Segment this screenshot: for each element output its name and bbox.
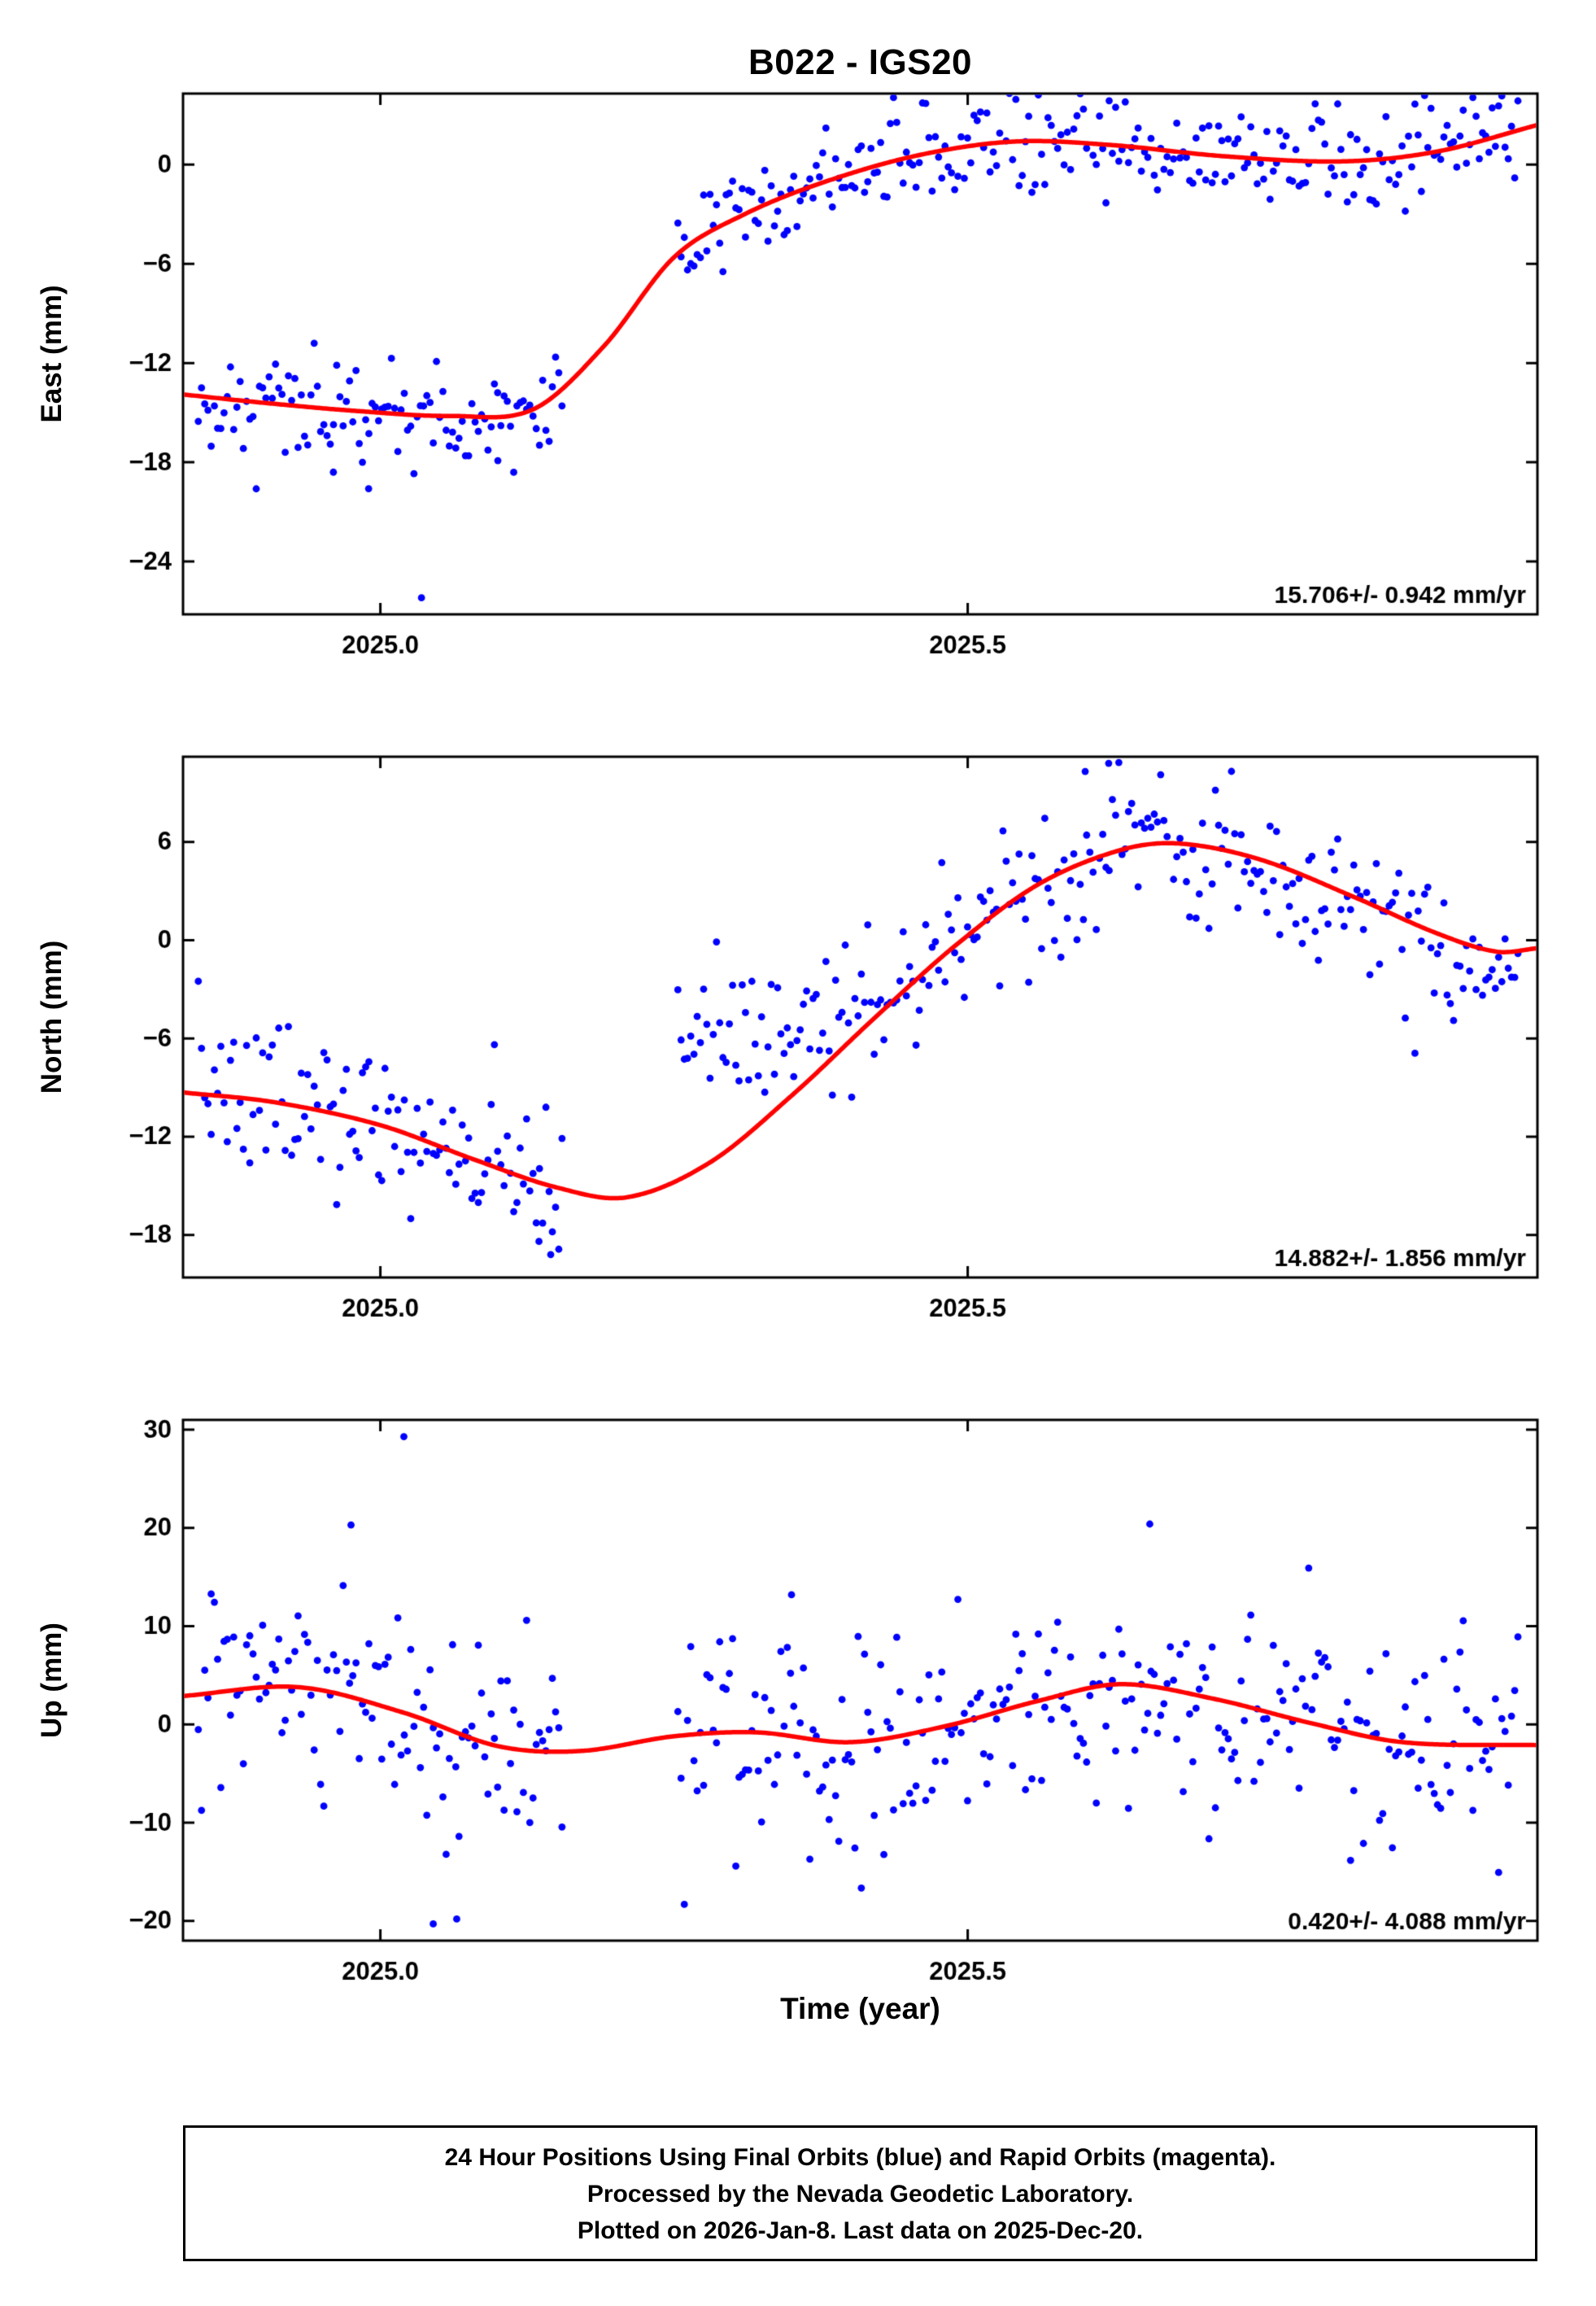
footer-note-box: 24 Hour Positions Using Final Orbits (bl… [183, 2125, 1537, 2261]
north-plot-canvas [0, 745, 1596, 1351]
x-axis-label: Time (year) [780, 1992, 940, 2025]
plot-title: B022 - IGS20 [748, 42, 973, 82]
footer-line-orbits: 24 Hour Positions Using Final Orbits (bl… [444, 2144, 1276, 2171]
east-plot-canvas [0, 81, 1596, 688]
up-plot-canvas [0, 1408, 1596, 2014]
footer-line-processed: Processed by the Nevada Geodetic Laborat… [587, 2181, 1134, 2208]
footer-line-plotted: Plotted on 2026-Jan-8. Last data on 2025… [577, 2217, 1144, 2244]
